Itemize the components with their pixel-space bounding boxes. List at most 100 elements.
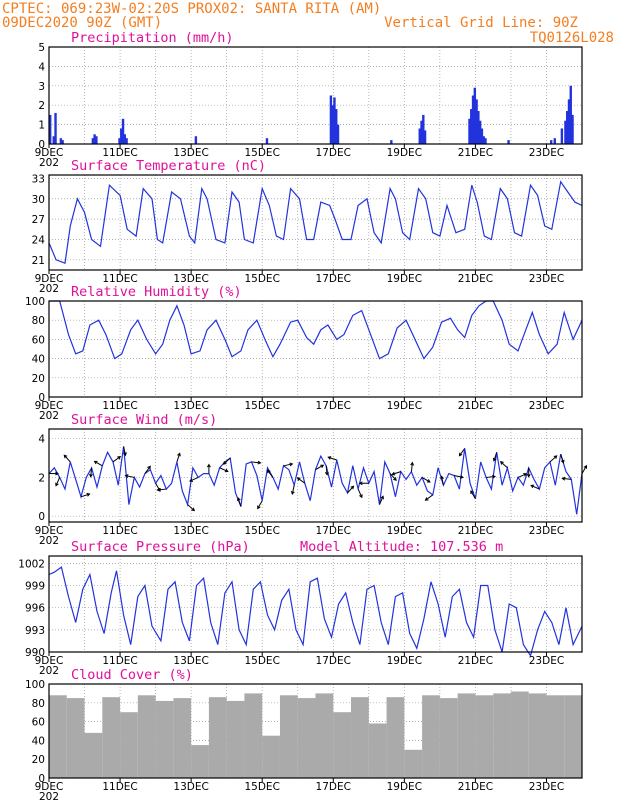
- y-tick-label: 1: [38, 120, 45, 132]
- wind-arrow: [267, 469, 274, 478]
- precip-bar: [471, 95, 475, 144]
- x-tick-label: 19DEC: [387, 147, 422, 159]
- panel-frame: [48, 428, 583, 523]
- y-tick-label: 996: [25, 603, 45, 615]
- precip-bar: [470, 109, 473, 144]
- x-tick-label: 15DEC: [244, 781, 279, 793]
- y-tick-label: 0: [38, 773, 45, 785]
- wind-arrow-head: [156, 487, 161, 492]
- wind-arrow-head: [553, 455, 558, 459]
- wind-arrow-head: [492, 474, 497, 479]
- precip-bar: [478, 120, 482, 144]
- panel-title: Surface Temperature (nC): [71, 158, 266, 174]
- cloud-bar: [297, 698, 316, 778]
- wind-arrow-head: [206, 463, 211, 468]
- x-tick-label: 11DEC: [102, 781, 137, 793]
- cloud-bar: [386, 697, 405, 778]
- wind-arrow-head: [492, 457, 497, 462]
- y-tick-label: 4: [38, 61, 45, 73]
- x-tick-label: 17DEC: [316, 400, 351, 412]
- panel-cloud: 0 20 40 60 80 100 9DEC 11DEC 13DEC 15DEC 17DEC 19DE…: [25, 667, 583, 800]
- panel-frame: [48, 683, 583, 779]
- wind-line: [48, 446, 583, 515]
- wind-arrow-head: [89, 473, 93, 478]
- x-tick-label: 9DEC: [35, 147, 64, 159]
- wind-arrow-head: [424, 497, 429, 501]
- wind-arrow-head: [393, 477, 397, 481]
- y-tick-label: 20: [32, 373, 45, 385]
- cloud-bar: [439, 698, 458, 778]
- precip-bar: [335, 109, 338, 144]
- x-tick-label: 23DEC: [529, 525, 564, 537]
- wind-arrow-head: [350, 485, 355, 490]
- wind-arrow-head: [236, 496, 241, 501]
- precip-bar: [564, 120, 567, 144]
- precip-bar: [420, 120, 423, 144]
- cloud-bar: [244, 693, 263, 778]
- wind-arrow: [291, 485, 295, 495]
- precip-bar: [91, 138, 95, 144]
- wind-arrow-head: [530, 484, 535, 489]
- wind-arrow-head: [177, 452, 181, 457]
- cloud-bar: [49, 695, 67, 778]
- cloud-bar: [262, 735, 280, 778]
- x-tick-label: 23DEC: [529, 147, 564, 159]
- y-tick-label: 3: [38, 81, 45, 93]
- panel-frame: [48, 555, 583, 653]
- wind-arrow: [55, 477, 61, 486]
- temp-line: [48, 180, 583, 265]
- y-tick-label: 80: [32, 315, 45, 327]
- wind-arrow-head: [561, 476, 566, 481]
- precip-bar: [120, 128, 123, 144]
- wind-arrow: [176, 453, 181, 463]
- y-tick-label: 21: [32, 255, 45, 267]
- header-location: CPTEC: 069:23W-02:20S PROX02: SANTA RITA…: [2, 1, 381, 17]
- y-tick-label: 2: [38, 472, 45, 484]
- wind-arrow: [581, 465, 587, 474]
- y-tick-label: 24: [32, 234, 46, 246]
- wind-arrow: [123, 446, 126, 456]
- x-tick-label: 21DEC: [458, 147, 493, 159]
- wind-arrow-head: [117, 456, 122, 460]
- precip-bar: [507, 140, 510, 144]
- x-tick-label: 23DEC: [529, 655, 564, 667]
- y-tick-label: 990: [25, 647, 45, 659]
- x-tick-label: 13DEC: [173, 400, 208, 412]
- cloud-bar: [528, 693, 547, 778]
- precip-bar: [59, 138, 63, 144]
- wind-arrow-head: [55, 482, 59, 487]
- wind-arrow: [125, 475, 135, 478]
- y-tick-label: 0: [38, 392, 45, 404]
- cloud-bar: [422, 695, 440, 778]
- wind-arrow: [90, 467, 93, 477]
- wind-arrow: [379, 496, 384, 505]
- wind-arrow: [560, 454, 564, 463]
- x-year-stub: 202: [39, 535, 59, 547]
- cloud-bar: [493, 693, 511, 778]
- precip-bar: [550, 140, 553, 144]
- wind-arrow: [389, 473, 397, 481]
- y-tick-label: 999: [25, 581, 45, 593]
- cloud-bar: [279, 695, 298, 778]
- wind-arrow-head: [380, 495, 384, 500]
- wind-arrow: [410, 462, 413, 472]
- cloud-bar: [137, 695, 156, 778]
- precip-bar: [125, 138, 128, 144]
- precip-bar: [477, 111, 480, 144]
- cloud-bar: [66, 698, 85, 778]
- precip-bar: [569, 85, 572, 144]
- wind-arrow: [94, 460, 103, 467]
- panel-title: Precipitation (mm/h): [71, 30, 234, 46]
- wind-arrow-head: [124, 474, 129, 478]
- y-tick-label: 40: [32, 354, 45, 366]
- cloud-bar: [208, 697, 227, 778]
- x-year-stub: 202: [39, 665, 59, 677]
- wind-arrow: [257, 500, 263, 509]
- y-tick-label: 20: [32, 754, 45, 766]
- y-tick-label: 33: [32, 173, 45, 185]
- panel-title: Surface Wind (m/s): [71, 412, 217, 428]
- wind-arrow: [392, 471, 401, 475]
- x-tick-label: 9DEC: [35, 781, 64, 793]
- wind-arrow: [347, 485, 354, 494]
- x-tick-label: 17DEC: [316, 781, 351, 793]
